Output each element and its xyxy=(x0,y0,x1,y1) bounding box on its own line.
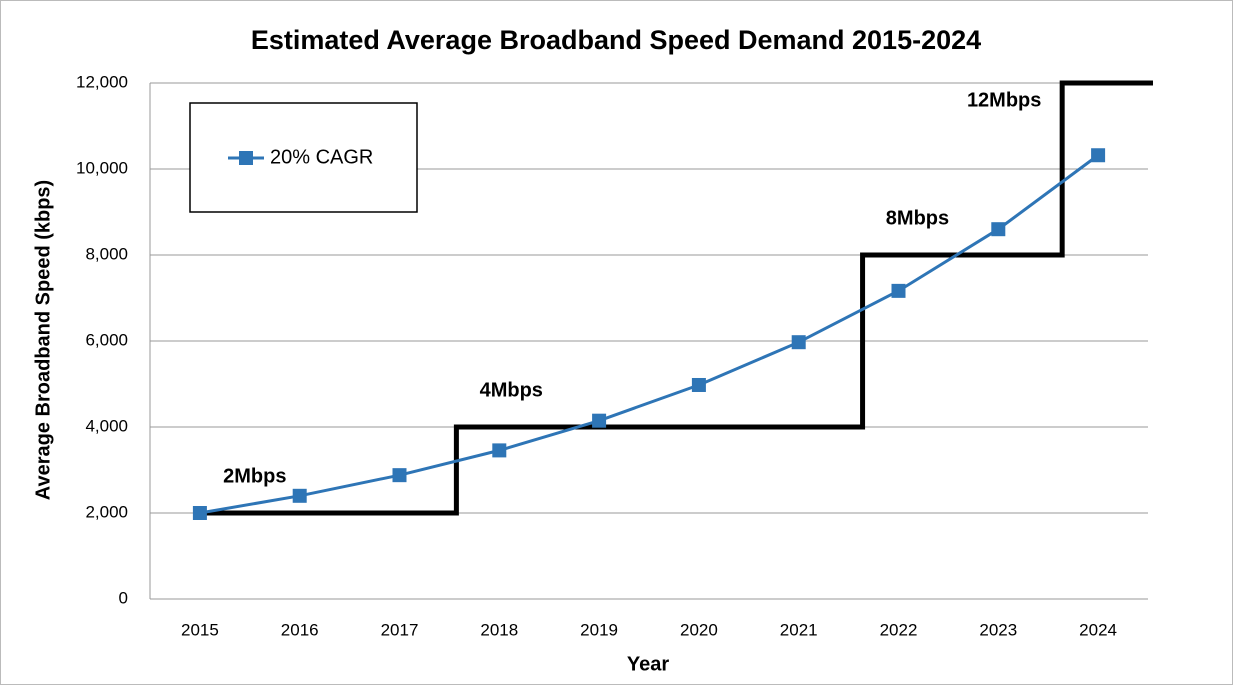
marker xyxy=(192,506,207,520)
tier-label: 8Mbps xyxy=(886,207,949,229)
x-tick-label: 2024 xyxy=(1079,620,1117,639)
marker xyxy=(392,468,407,483)
marker xyxy=(592,413,607,428)
marker xyxy=(991,222,1006,237)
x-tick-label: 2016 xyxy=(281,620,319,639)
marker xyxy=(1091,148,1106,163)
x-tick-label: 2015 xyxy=(181,620,219,639)
y-tick-label: 2,000 xyxy=(85,502,128,521)
marker xyxy=(891,283,906,298)
x-tick-label: 2019 xyxy=(580,620,618,639)
tier-label: 2Mbps xyxy=(223,465,286,487)
marker xyxy=(791,335,806,350)
x-tick-label: 2022 xyxy=(880,620,918,639)
x-axis-label: Year xyxy=(627,653,669,675)
y-tick-label: 12,000 xyxy=(76,72,128,91)
marker xyxy=(292,488,307,503)
y-tick-label: 6,000 xyxy=(85,330,128,349)
y-axis-label: Average Broadband Speed (kbps) xyxy=(32,180,54,500)
chart-title: Estimated Average Broadband Speed Demand… xyxy=(251,25,981,55)
series-line xyxy=(199,154,1099,515)
x-tick-label: 2020 xyxy=(680,620,718,639)
marker xyxy=(691,377,706,392)
tier-step-line xyxy=(199,80,1153,516)
legend-label: 20% CAGR xyxy=(270,146,373,168)
x-tick-label: 2017 xyxy=(381,620,419,639)
legend-box xyxy=(189,102,418,213)
marker xyxy=(492,443,507,458)
tier-label: 4Mbps xyxy=(480,379,543,401)
y-tick-label: 0 xyxy=(119,588,128,607)
y-tick-label: 4,000 xyxy=(85,416,128,435)
legend-marker xyxy=(239,151,253,165)
tier-label: 12Mbps xyxy=(967,89,1041,111)
x-tick-label: 2023 xyxy=(979,620,1017,639)
x-tick-label: 2018 xyxy=(480,620,518,639)
x-tick-label: 2021 xyxy=(780,620,818,639)
y-tick-label: 8,000 xyxy=(85,244,128,263)
y-tick-label: 10,000 xyxy=(76,158,128,177)
